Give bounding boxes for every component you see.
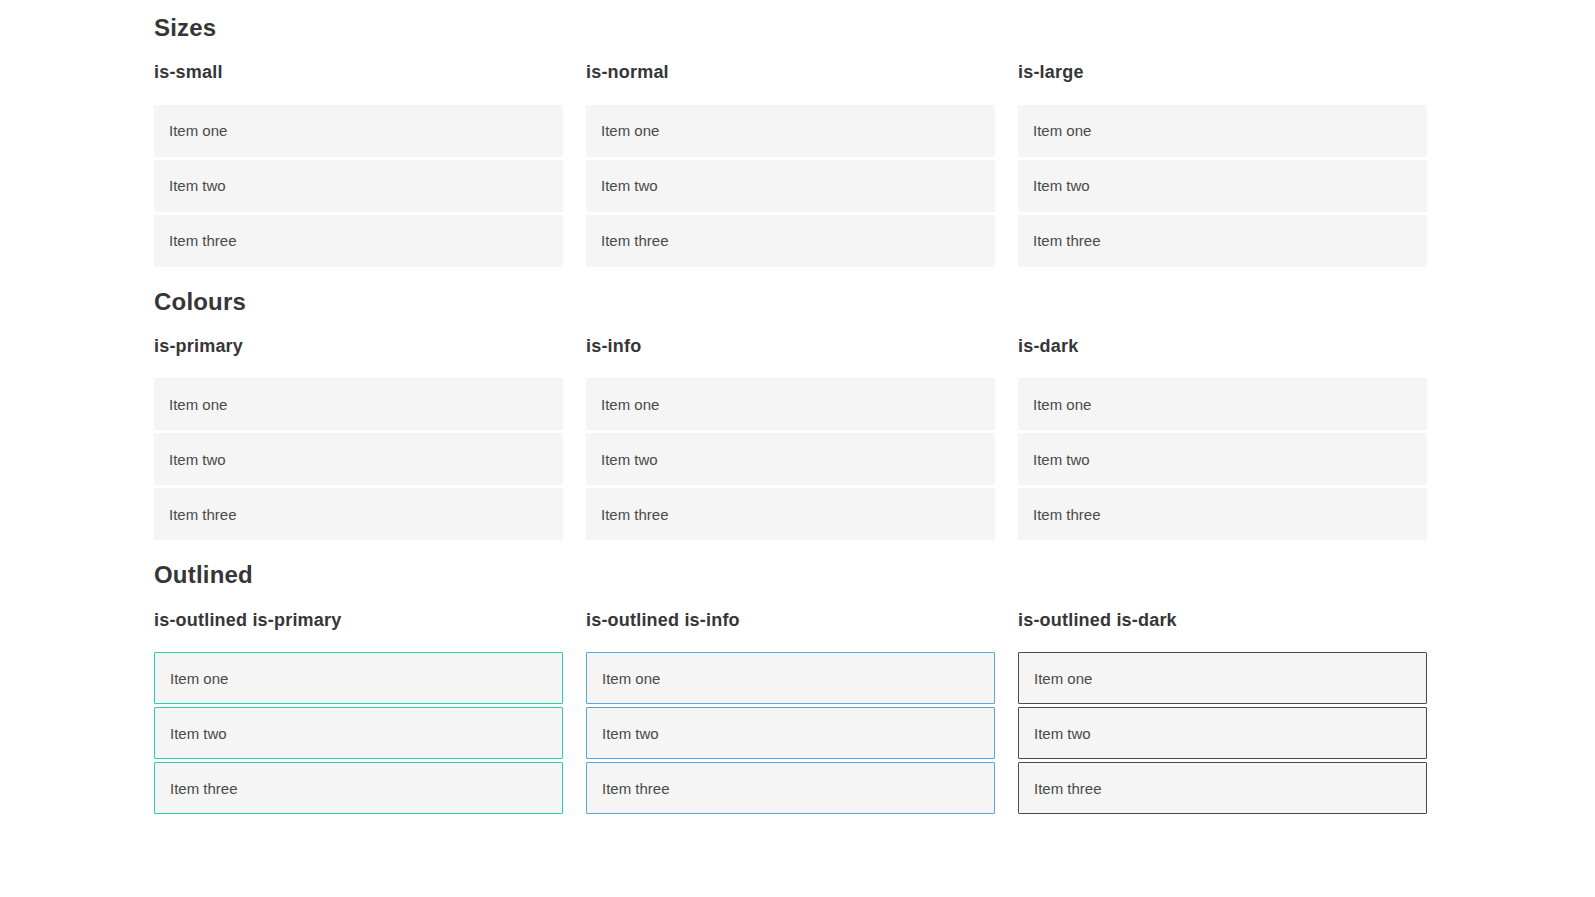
block-list-dark: Item one Item two Item three bbox=[1018, 378, 1427, 540]
list-item[interactable]: Item three bbox=[154, 762, 563, 814]
block-list-docs-page: Sizes is-small Item one Item two Item th… bbox=[0, 0, 1427, 837]
list-item[interactable]: Item two bbox=[154, 160, 563, 212]
list-item[interactable]: Item one bbox=[586, 378, 995, 430]
group-label-is-normal: is-normal bbox=[586, 61, 995, 84]
block-list-primary: Item one Item two Item three bbox=[154, 378, 563, 540]
group-outlined-dark: is-outlined is-dark Item one Item two It… bbox=[1018, 609, 1427, 818]
group-label-outlined-primary: is-outlined is-primary bbox=[154, 609, 563, 632]
list-item[interactable]: Item two bbox=[154, 707, 563, 759]
section-sizes: Sizes is-small Item one Item two Item th… bbox=[154, 12, 1427, 270]
list-item[interactable]: Item one bbox=[586, 105, 995, 157]
list-item[interactable]: Item three bbox=[1018, 762, 1427, 814]
block-list-info: Item one Item two Item three bbox=[586, 378, 995, 540]
list-item[interactable]: Item two bbox=[154, 433, 563, 485]
list-item[interactable]: Item one bbox=[1018, 378, 1427, 430]
section-colours: Colours is-primary Item one Item two Ite… bbox=[154, 286, 1427, 544]
group-is-info: is-info Item one Item two Item three bbox=[586, 335, 995, 544]
list-item[interactable]: Item three bbox=[586, 488, 995, 540]
group-label-outlined-dark: is-outlined is-dark bbox=[1018, 609, 1427, 632]
list-item[interactable]: Item two bbox=[586, 160, 995, 212]
group-label-is-large: is-large bbox=[1018, 61, 1427, 84]
list-item[interactable]: Item three bbox=[154, 488, 563, 540]
group-is-large: is-large Item one Item two Item three bbox=[1018, 61, 1427, 270]
block-list-normal: Item one Item two Item three bbox=[586, 105, 995, 267]
colours-grid: is-primary Item one Item two Item three … bbox=[154, 335, 1427, 544]
list-item[interactable]: Item three bbox=[1018, 488, 1427, 540]
section-outlined: Outlined is-outlined is-primary Item one… bbox=[154, 559, 1427, 817]
block-list-small: Item one Item two Item three bbox=[154, 105, 563, 267]
group-outlined-primary: is-outlined is-primary Item one Item two… bbox=[154, 609, 563, 818]
group-is-small: is-small Item one Item two Item three bbox=[154, 61, 563, 270]
list-item[interactable]: Item two bbox=[586, 433, 995, 485]
group-outlined-info: is-outlined is-info Item one Item two It… bbox=[586, 609, 995, 818]
list-item[interactable]: Item one bbox=[154, 378, 563, 430]
list-item[interactable]: Item two bbox=[1018, 707, 1427, 759]
list-item[interactable]: Item one bbox=[154, 652, 563, 704]
group-is-normal: is-normal Item one Item two Item three bbox=[586, 61, 995, 270]
list-item[interactable]: Item one bbox=[154, 105, 563, 157]
group-label-is-dark: is-dark bbox=[1018, 335, 1427, 358]
section-title-outlined: Outlined bbox=[154, 559, 1427, 590]
block-list-outlined-dark: Item one Item two Item three bbox=[1018, 652, 1427, 814]
block-list-outlined-primary: Item one Item two Item three bbox=[154, 652, 563, 814]
group-label-is-small: is-small bbox=[154, 61, 563, 84]
list-item[interactable]: Item three bbox=[586, 762, 995, 814]
list-item[interactable]: Item one bbox=[1018, 652, 1427, 704]
outlined-grid: is-outlined is-primary Item one Item two… bbox=[154, 609, 1427, 818]
list-item[interactable]: Item three bbox=[154, 215, 563, 267]
section-title-sizes: Sizes bbox=[154, 12, 1427, 43]
list-item[interactable]: Item three bbox=[586, 215, 995, 267]
group-is-dark: is-dark Item one Item two Item three bbox=[1018, 335, 1427, 544]
group-label-outlined-info: is-outlined is-info bbox=[586, 609, 995, 632]
list-item[interactable]: Item three bbox=[1018, 215, 1427, 267]
group-label-is-primary: is-primary bbox=[154, 335, 563, 358]
section-title-colours: Colours bbox=[154, 286, 1427, 317]
block-list-outlined-info: Item one Item two Item three bbox=[586, 652, 995, 814]
block-list-large: Item one Item two Item three bbox=[1018, 105, 1427, 267]
list-item[interactable]: Item one bbox=[586, 652, 995, 704]
group-is-primary: is-primary Item one Item two Item three bbox=[154, 335, 563, 544]
list-item[interactable]: Item two bbox=[1018, 433, 1427, 485]
group-label-is-info: is-info bbox=[586, 335, 995, 358]
list-item[interactable]: Item one bbox=[1018, 105, 1427, 157]
list-item[interactable]: Item two bbox=[1018, 160, 1427, 212]
list-item[interactable]: Item two bbox=[586, 707, 995, 759]
sizes-grid: is-small Item one Item two Item three is… bbox=[154, 61, 1427, 270]
